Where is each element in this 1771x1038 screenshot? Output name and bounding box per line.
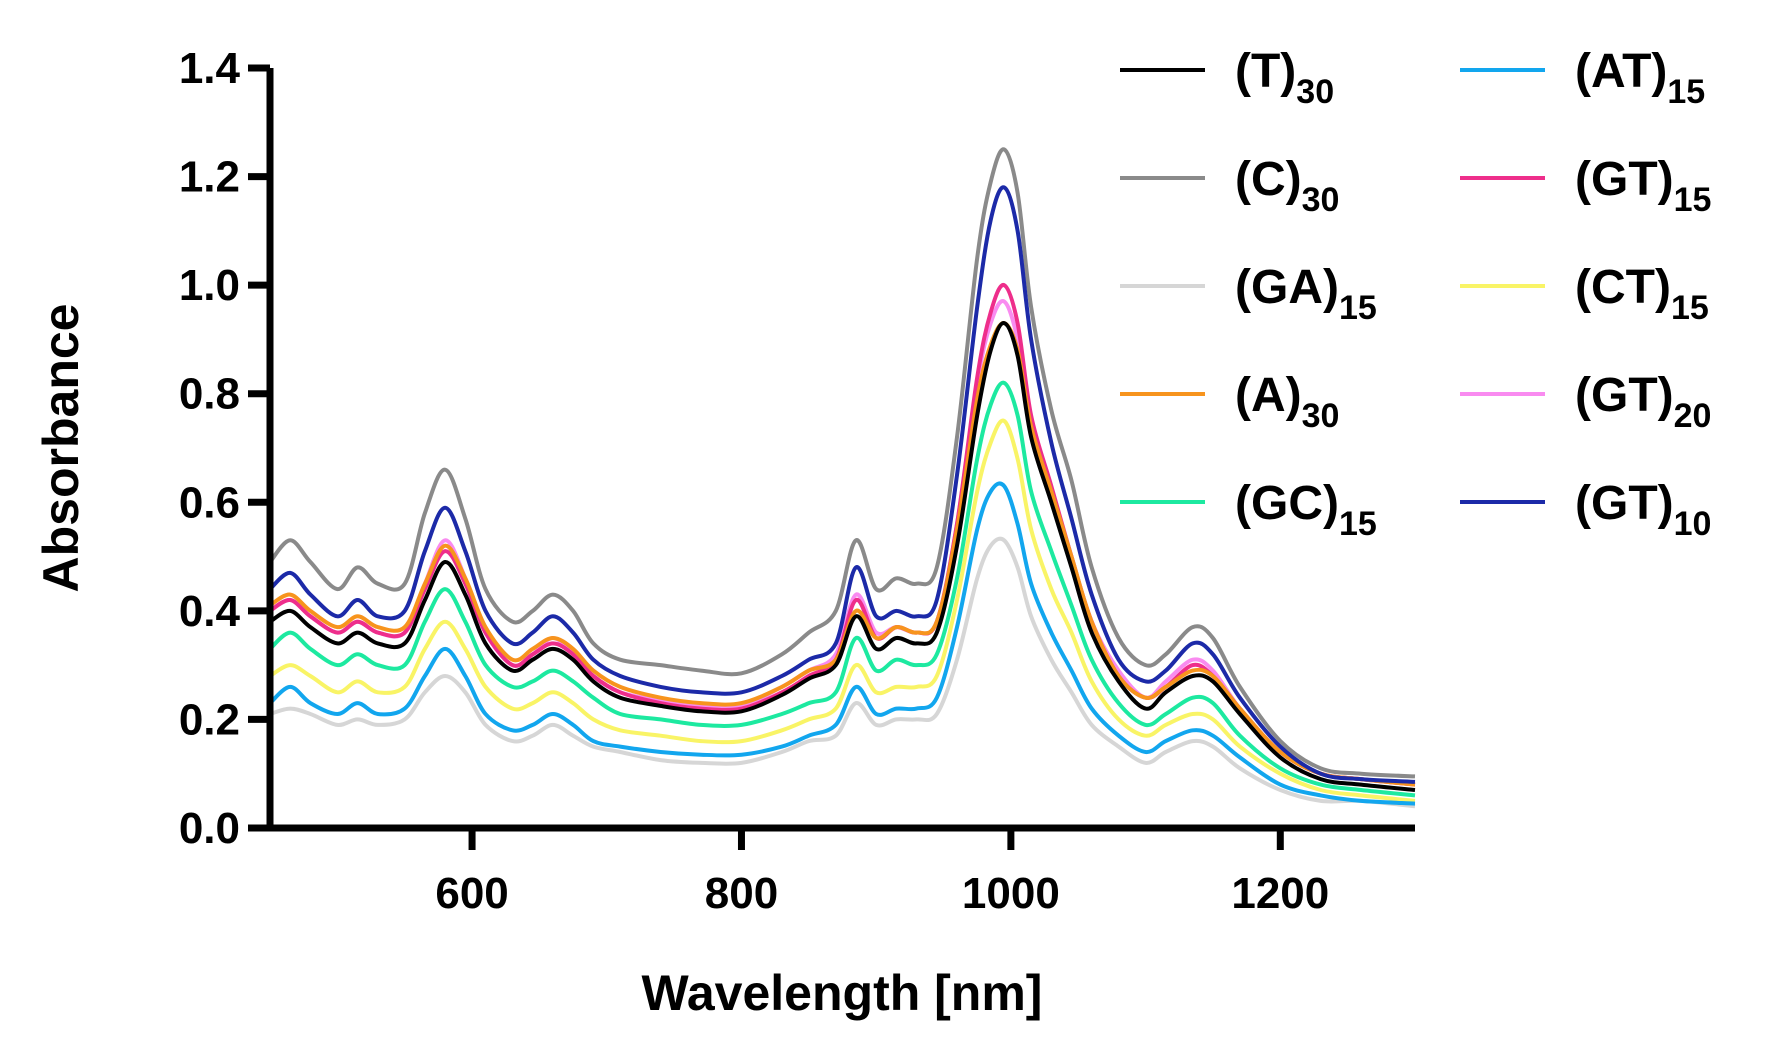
- y-tick-label: 1.4: [179, 44, 241, 93]
- x-axis-title: Wavelength [nm]: [642, 965, 1043, 1021]
- y-tick-label: 0.8: [179, 370, 240, 419]
- series-line-t-30: [268, 321, 1416, 792]
- legend: (T)30 (C)30 (GA)15 (A)30 (GC)15 (AT)15 (GT)15 (…: [1120, 45, 1711, 543]
- legend-label: (T)30: [1235, 45, 1334, 111]
- y-tick-label: 0.2: [179, 695, 240, 744]
- legend-item: (CT)15: [1460, 261, 1709, 327]
- legend-item: (A)30: [1120, 369, 1339, 435]
- y-axis-title: Absorbance: [33, 304, 89, 593]
- series-line-ct-15: [268, 418, 1416, 803]
- legend-label: (GT)15: [1575, 153, 1711, 219]
- legend-label: (GT)20: [1575, 369, 1711, 435]
- ticks-layer: 0.0 0.2 0.4 0.6 0.8 1.0 1.2 1.4 600 800 1000 1200: [179, 44, 1329, 918]
- legend-label: (AT)15: [1575, 45, 1705, 111]
- legend-label: (GA)15: [1235, 261, 1377, 327]
- y-tick-label: 0.4: [179, 587, 241, 636]
- legend-item: (GT)20: [1460, 369, 1711, 435]
- series-line-at-15: [268, 481, 1416, 806]
- legend-item: (GC)15: [1120, 477, 1377, 543]
- legend-label: (GC)15: [1235, 477, 1377, 543]
- legend-item: (T)30: [1120, 45, 1334, 111]
- legend-item: (GT)15: [1460, 153, 1711, 219]
- y-tick-label: 1.0: [179, 261, 240, 310]
- y-tick-label: 0.0: [179, 804, 240, 853]
- y-tick-label: 0.6: [179, 478, 240, 527]
- series-line-gc-15: [268, 380, 1416, 798]
- series-line-gt-10: [268, 185, 1416, 784]
- legend-label: (A)30: [1235, 369, 1339, 435]
- axes-layer: [266, 68, 1415, 832]
- x-tick-label: 1200: [1231, 869, 1329, 918]
- legend-label: (C)30: [1235, 153, 1339, 219]
- series-line-c-30: [268, 147, 1416, 779]
- legend-item: (AT)15: [1460, 45, 1705, 111]
- legend-item: (GT)10: [1460, 477, 1711, 543]
- series-line-a-30: [268, 321, 1416, 787]
- legend-item: (GA)15: [1120, 261, 1377, 327]
- y-tick-label: 1.2: [179, 153, 240, 202]
- legend-label: (GT)10: [1575, 477, 1711, 543]
- series-line-ga-15: [269, 536, 1416, 809]
- x-tick-label: 1000: [962, 869, 1060, 918]
- x-tick-label: 600: [435, 869, 508, 918]
- legend-item: (C)30: [1120, 153, 1339, 219]
- series-layer: [268, 147, 1416, 809]
- legend-label: (CT)15: [1575, 261, 1709, 327]
- x-tick-label: 800: [705, 869, 778, 918]
